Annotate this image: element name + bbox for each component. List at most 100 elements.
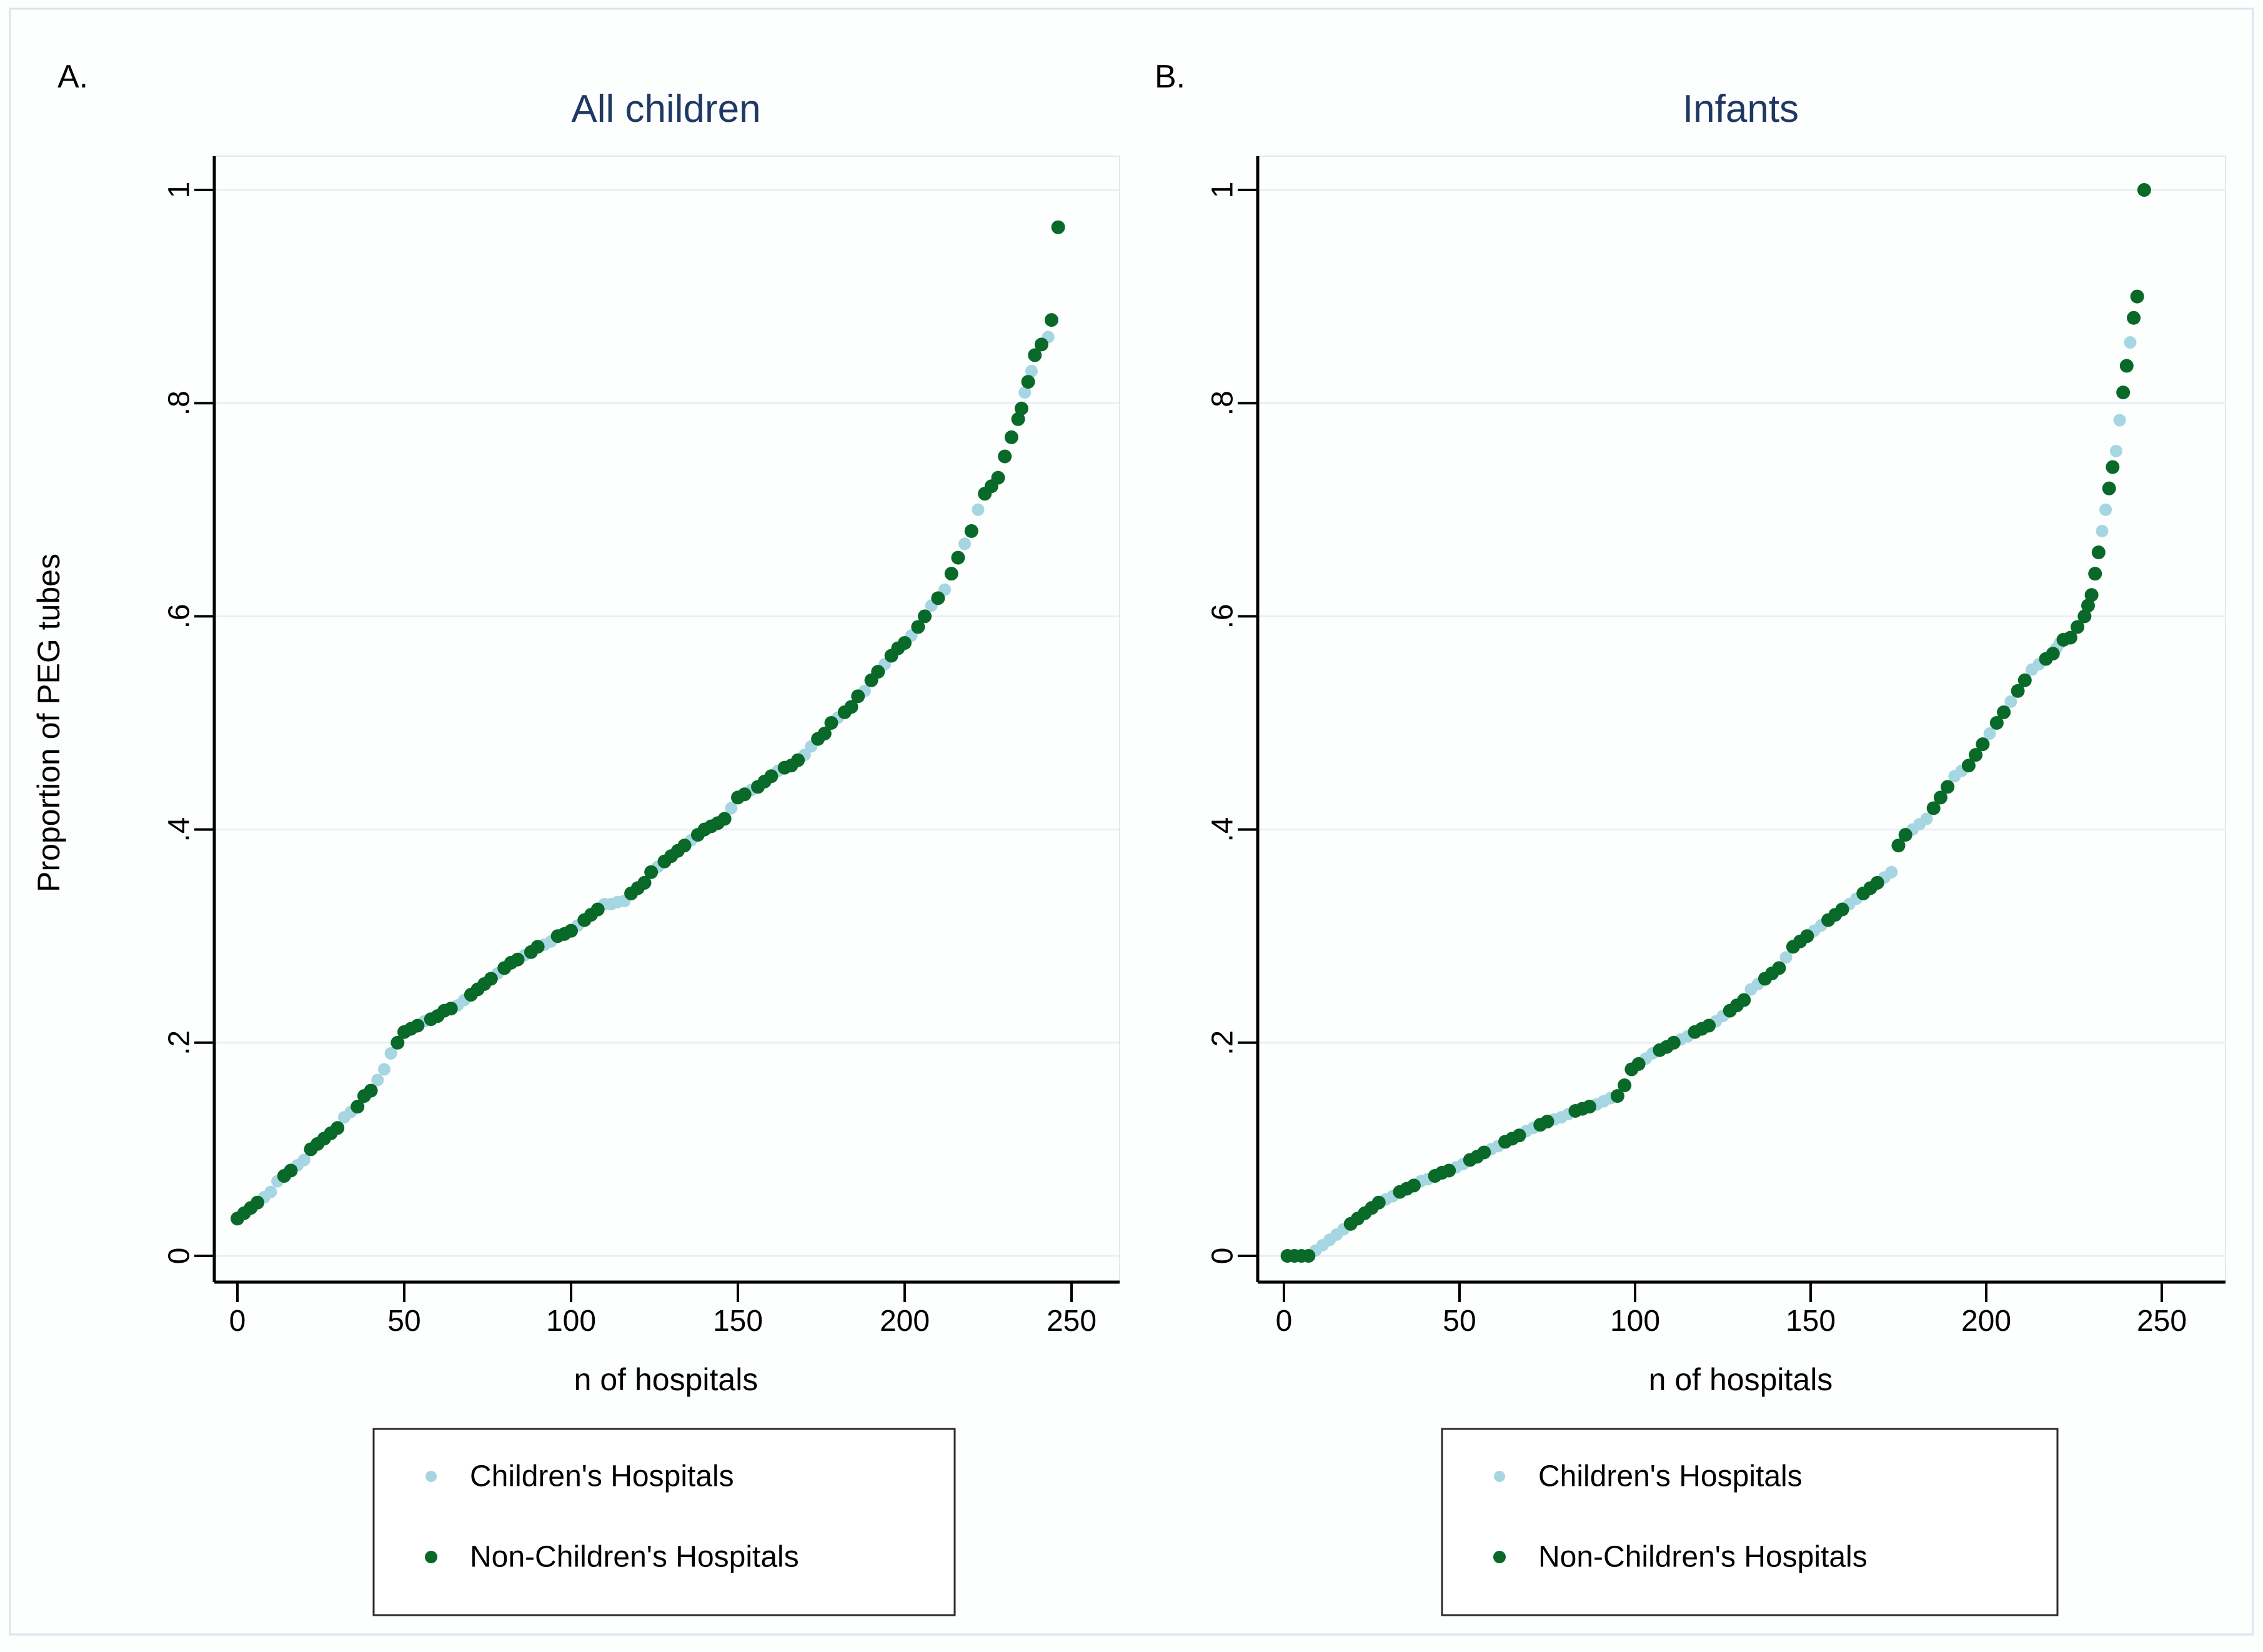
data-point-non-childrens-hospital [1969,748,1983,762]
x-tick-label: 100 [1610,1305,1660,1338]
data-point-non-childrens-hospital [1618,1078,1632,1093]
data-point-non-childrens-hospital [1631,1057,1646,1071]
data-point-non-childrens-hospital [951,550,965,565]
legend-marker-non-childrens [1493,1551,1506,1563]
data-point-non-childrens-hospital [1051,220,1065,234]
data-point-non-childrens-hospital [1961,759,1976,773]
y-tick-label: 1 [163,182,196,199]
data-point-non-childrens-hospital [918,609,932,624]
data-point-non-childrens-hospital [351,1100,365,1114]
data-point-non-childrens-hospital [764,769,778,784]
data-point-non-childrens-hospital [364,1083,378,1098]
data-point-childrens-hospital [958,537,972,550]
data-point-non-childrens-hospital [1512,1128,1526,1143]
panel-b-title: Infants [1683,87,1799,131]
plot-frame-layer [214,156,2226,1282]
data-point-non-childrens-hospital [1891,838,1906,853]
data-point-non-childrens-hospital [1926,801,1941,815]
legend-label: Non-Children's Hospitals [470,1541,799,1574]
legend-label: Children's Hospitals [470,1460,734,1493]
data-point-non-childrens-hospital [844,700,858,714]
data-point-non-childrens-hospital [1011,412,1025,426]
x-tick-label: 50 [387,1305,420,1338]
data-point-non-childrens-hospital [2130,289,2144,304]
x-tick-label: 200 [880,1305,930,1338]
data-point-non-childrens-hospital [898,636,912,650]
data-point-non-childrens-hospital [2106,460,2120,474]
data-point-non-childrens-hospital [964,524,978,538]
data-point-non-childrens-hospital [1610,1089,1624,1103]
data-point-non-childrens-hospital [1044,313,1058,327]
data-point-non-childrens-hospital [851,689,865,704]
panel-b-letter: B. [1155,59,1185,95]
data-point-non-childrens-hospital [824,716,838,730]
data-point-childrens-hospital [371,1073,384,1087]
data-point-non-childrens-hospital [931,591,945,605]
data-point-non-childrens-hospital [644,865,659,879]
data-point-non-childrens-hospital [1666,1035,1681,1050]
data-point-non-childrens-hospital [2127,311,2141,325]
data-point-non-childrens-hospital [1989,716,2004,730]
data-point-non-childrens-hospital [1301,1249,1316,1263]
data-point-childrens-hospital [1779,951,1793,964]
data-point-childrens-hospital [2099,503,2112,516]
data-point-non-childrens-hospital [717,812,732,826]
data-point-non-childrens-hospital [510,952,525,967]
data-point-non-childrens-hospital [991,470,1005,485]
y-tick-label: .4 [1206,817,1240,842]
legend-box [372,1428,956,1616]
legend-marker-childrens [1494,1471,1505,1482]
data-point-non-childrens-hospital [1582,1100,1596,1114]
x-tick-label: 100 [546,1305,596,1338]
legend-marker-non-childrens [425,1551,437,1563]
data-point-non-childrens-hospital [1004,430,1018,444]
data-point-non-childrens-hospital [637,875,652,890]
data-point-non-childrens-hospital [2088,567,2102,581]
ticks-layer: 0 .2 .4 .6 .8 1 0 50 100 150 200 250 0 .2 .4 .6 .8 1 0 50 10… [163,182,2187,1338]
y-tick-label: .6 [1206,604,1240,629]
data-point-non-childrens-hospital [2137,183,2151,197]
y-axis-title: Proportion of PEG tubes [31,554,66,892]
data-point-non-childrens-hospital [911,620,925,634]
data-point-non-childrens-hospital [1477,1145,1491,1160]
y-tick-label: .6 [163,604,196,629]
data-point-non-childrens-hospital [817,727,832,741]
data-point-childrens-hospital [2096,524,2109,537]
data-point-non-childrens-hospital [2046,647,2060,661]
data-point-non-childrens-hospital [1737,993,1751,1007]
data-point-non-childrens-hospital [1772,961,1786,975]
legends-layer: Children's Hospitals Non-Children's Hospi… [372,1428,2059,1616]
data-point-childrens-hospital [297,1153,311,1167]
data-point-non-childrens-hospital [2063,630,2077,645]
legend-box [1441,1428,2059,1616]
data-point-non-childrens-hospital [1997,705,2011,719]
data-point-non-childrens-hospital [1898,828,1912,842]
data-point-childrens-hospital [1920,812,1933,825]
data-point-non-childrens-hospital [2071,620,2085,634]
data-point-non-childrens-hospital [564,923,578,938]
data-point-non-childrens-hospital [737,787,752,802]
data-point-non-childrens-hospital [677,838,692,853]
y-tick-label: .8 [163,391,196,415]
data-point-non-childrens-hospital [484,972,498,986]
data-point-non-childrens-hospital [2091,545,2106,560]
data-point-non-childrens-hospital [2017,673,2032,687]
y-tick-label: 1 [1206,182,1240,199]
legend-marker-childrens [425,1471,437,1482]
axes-layer [212,156,2226,1284]
data-point-non-childrens-hospital [390,1035,405,1050]
x-axis-title-panel-a: n of hospitals [574,1362,758,1397]
data-point-non-childrens-hospital [530,940,545,954]
data-point-non-childrens-hospital [410,1018,425,1033]
data-point-non-childrens-hospital [331,1121,345,1135]
data-point-childrens-hospital [1885,865,1898,878]
data-point-non-childrens-hospital [1870,875,1884,890]
data-point-childrens-hospital [1025,365,1038,378]
x-tick-label: 250 [2137,1305,2187,1338]
y-tick-label: .2 [163,1030,196,1055]
x-tick-label: 250 [1047,1305,1097,1338]
panel-a-letter: A. [57,59,88,95]
legend-label: Children's Hospitals [1538,1460,1803,1493]
